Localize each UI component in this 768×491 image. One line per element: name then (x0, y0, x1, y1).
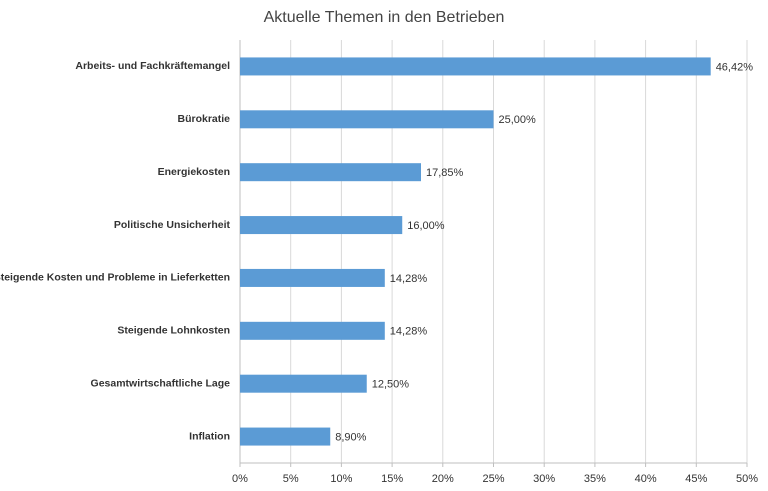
y-tick-label: Inflation (189, 430, 230, 442)
data-label: 16,00% (407, 220, 445, 232)
bar (240, 163, 421, 182)
bar (240, 321, 385, 340)
bar (240, 110, 494, 129)
x-tick-label: 35% (584, 473, 606, 485)
data-label: 8,90% (335, 431, 366, 443)
x-tick-label: 30% (533, 473, 555, 485)
data-label: 14,28% (390, 273, 428, 285)
x-tick-label: 25% (482, 473, 504, 485)
x-tick-label: 45% (685, 473, 707, 485)
y-tick-label: Bürokratie (177, 113, 230, 125)
bar (240, 427, 331, 446)
y-tick-label: Arbeits- und Fachkräftemangel (75, 60, 230, 72)
data-label: 14,28% (390, 326, 428, 338)
y-tick-label: Energiekosten (158, 166, 230, 178)
y-tick-label: Steigende Kosten und Probleme in Lieferk… (0, 272, 230, 284)
x-tick-label: 5% (283, 473, 299, 485)
x-tick-label: 0% (232, 473, 248, 485)
y-tick-label: Politische Unsicherheit (114, 219, 231, 231)
data-label: 46,42% (716, 61, 754, 73)
x-tick-label: 40% (635, 473, 657, 485)
bar (240, 216, 403, 235)
x-tick-label: 20% (432, 473, 454, 485)
bar (240, 374, 367, 393)
x-tick-label: 50% (736, 473, 758, 485)
y-tick-label: Gesamtwirtschaftliche Lage (91, 377, 231, 389)
data-label: 25,00% (499, 114, 537, 126)
y-tick-label: Steigende Lohnkosten (117, 325, 230, 337)
bar (240, 268, 385, 287)
bar (240, 57, 711, 76)
x-tick-label: 15% (381, 473, 403, 485)
x-tick-label: 10% (330, 473, 352, 485)
data-label: 12,50% (372, 379, 410, 391)
data-label: 17,85% (426, 167, 464, 179)
chart-title: Aktuelle Themen in den Betrieben (264, 9, 505, 26)
